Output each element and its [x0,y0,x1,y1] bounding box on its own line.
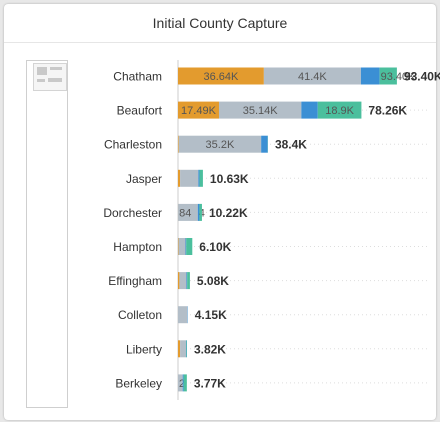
segment-label: 35.2K [206,139,235,151]
total-label: 5.08K [197,274,229,288]
segment-label: 35.14K [243,105,279,117]
bar-segment [186,272,188,290]
bar-segment [178,169,181,187]
category-label: Hampton [113,240,162,254]
segment-label: 41.4K [298,71,327,83]
bar-segment [178,135,262,153]
category-label: Dorchester [103,206,162,220]
total-label: 78.26K [368,104,407,118]
total-label: 10.22K [209,206,248,220]
chart-scroller[interactable] [26,60,68,408]
total-label: 38.4K [275,138,307,152]
chart-title: Initial County Capture [4,4,436,43]
category-label: Liberty [126,342,162,356]
category-label: Effingham [108,274,162,288]
category-label: Charleston [104,138,162,152]
bar-segment [186,340,187,358]
bar-segment [178,203,198,221]
total-label: 3.77K [194,376,226,390]
bar-segment [379,67,397,85]
bar-segment [199,169,203,187]
bar-segment [360,67,380,85]
total-label: 10.63K [210,172,249,186]
segment-label: 2 [179,378,185,390]
bar-segment [263,67,361,85]
bar-segment [178,67,264,85]
segment-label: 93.40K [381,71,417,83]
category-label: Chatham [113,70,162,84]
bar-segment [182,374,184,392]
category-label: Colleton [118,308,162,322]
bar-segment [301,101,318,119]
bar-segment [185,238,187,255]
bar-segment [178,101,219,119]
segment-label: 18.9K [325,105,354,117]
scroller-thumb[interactable] [33,63,67,91]
bar-segment [317,101,362,119]
bar-segment [178,374,183,392]
total-label: 4.15K [195,308,227,322]
bar-segment [178,272,180,290]
category-label: Jasper [126,172,162,186]
bar-segment [178,340,181,358]
bar-segment [261,135,268,153]
bar-segment [197,203,200,221]
bar-segment [180,169,199,187]
total-label: 6.10K [199,240,231,254]
total-label: 3.82K [194,342,226,356]
bar-segment [199,203,202,221]
segment-label: 36.64K [203,71,239,83]
bar-segment [180,340,186,358]
bar-segment [179,272,187,290]
segment-label: 84 [179,207,191,219]
segment-label: 17.49K [181,105,217,117]
bar-segment [187,272,190,290]
category-label: Beaufort [117,104,163,118]
bar-segment [178,238,186,255]
bar-segment [178,306,188,324]
total-label: 93.40K [404,70,440,84]
bar-segment [218,101,302,119]
bar-segment [183,374,187,392]
bar-segment [178,135,179,153]
bar-segment [198,169,200,187]
bar-segment [186,238,193,255]
category-label: Berkeley [115,376,162,390]
